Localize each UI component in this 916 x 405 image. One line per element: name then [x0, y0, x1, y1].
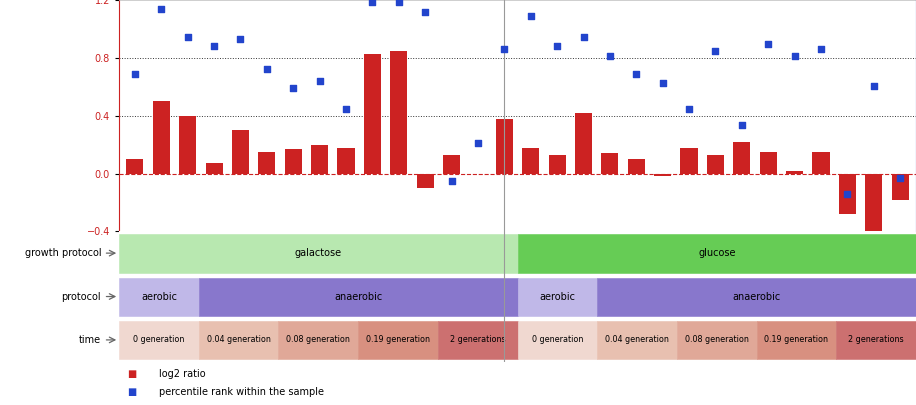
- Bar: [232, 130, 249, 174]
- Point: [339, 106, 354, 112]
- Point: [207, 43, 222, 49]
- Bar: [575, 113, 592, 174]
- Point: [286, 85, 300, 91]
- Bar: [358, 321, 438, 360]
- Bar: [337, 147, 354, 174]
- Text: 0.04 generation: 0.04 generation: [605, 335, 669, 344]
- Text: 0.04 generation: 0.04 generation: [207, 335, 270, 344]
- Point: [550, 43, 564, 49]
- Point: [629, 71, 644, 77]
- Bar: [364, 53, 381, 174]
- Bar: [839, 174, 856, 214]
- Bar: [518, 321, 597, 360]
- Text: 0 generation: 0 generation: [531, 335, 583, 344]
- Bar: [438, 321, 518, 360]
- Bar: [119, 278, 199, 316]
- Bar: [153, 101, 169, 174]
- Point: [365, 0, 380, 6]
- Point: [735, 122, 749, 128]
- Bar: [285, 149, 301, 174]
- Bar: [734, 142, 750, 174]
- Bar: [812, 152, 830, 174]
- Bar: [601, 153, 618, 174]
- Bar: [677, 321, 757, 360]
- Point: [867, 82, 881, 89]
- Text: 0.19 generation: 0.19 generation: [765, 335, 828, 344]
- Text: ■: ■: [127, 387, 136, 397]
- Point: [813, 45, 828, 52]
- Bar: [119, 234, 518, 273]
- Text: 0.19 generation: 0.19 generation: [366, 335, 430, 344]
- Bar: [311, 145, 328, 174]
- Point: [154, 6, 169, 13]
- Bar: [522, 147, 540, 174]
- Text: growth protocol: growth protocol: [25, 248, 101, 258]
- Bar: [891, 174, 909, 200]
- Point: [708, 48, 723, 54]
- Text: anaerobic: anaerobic: [334, 292, 382, 301]
- Bar: [759, 152, 777, 174]
- Text: percentile rank within the sample: percentile rank within the sample: [159, 387, 324, 397]
- Point: [180, 34, 195, 40]
- Text: time: time: [79, 335, 101, 345]
- Bar: [496, 119, 513, 174]
- Point: [471, 140, 485, 147]
- Point: [259, 66, 274, 72]
- Point: [787, 52, 802, 59]
- Point: [603, 52, 617, 59]
- Bar: [119, 321, 199, 360]
- Bar: [199, 278, 518, 316]
- Point: [312, 78, 327, 84]
- Bar: [518, 278, 597, 316]
- Bar: [180, 116, 196, 174]
- Bar: [836, 321, 916, 360]
- Bar: [205, 164, 223, 174]
- Bar: [786, 171, 803, 174]
- Text: protocol: protocol: [61, 292, 101, 301]
- Bar: [518, 234, 916, 273]
- Point: [444, 177, 459, 184]
- Bar: [278, 321, 358, 360]
- Point: [127, 71, 142, 77]
- Text: glucose: glucose: [698, 248, 736, 258]
- Point: [655, 80, 670, 87]
- Text: log2 ratio: log2 ratio: [159, 369, 205, 379]
- Bar: [597, 278, 916, 316]
- Bar: [390, 51, 408, 174]
- Text: 0.08 generation: 0.08 generation: [685, 335, 748, 344]
- Text: 2 generations: 2 generations: [450, 335, 506, 344]
- Bar: [654, 174, 671, 177]
- Text: aerobic: aerobic: [141, 292, 177, 301]
- Bar: [199, 321, 278, 360]
- Point: [418, 9, 432, 15]
- Point: [840, 191, 855, 198]
- Bar: [757, 321, 836, 360]
- Bar: [866, 174, 882, 253]
- Text: galactose: galactose: [295, 248, 342, 258]
- Point: [893, 175, 908, 181]
- Bar: [681, 147, 698, 174]
- Point: [497, 45, 512, 52]
- Bar: [258, 152, 276, 174]
- Point: [523, 13, 538, 19]
- Point: [761, 41, 776, 47]
- Text: aerobic: aerobic: [540, 292, 575, 301]
- Bar: [417, 174, 434, 188]
- Point: [391, 0, 406, 6]
- Bar: [707, 155, 724, 174]
- Text: 0 generation: 0 generation: [133, 335, 185, 344]
- Point: [576, 34, 591, 40]
- Bar: [443, 155, 460, 174]
- Point: [234, 36, 248, 43]
- Bar: [627, 159, 645, 174]
- Bar: [597, 321, 677, 360]
- Bar: [549, 155, 566, 174]
- Text: 0.08 generation: 0.08 generation: [287, 335, 350, 344]
- Text: anaerobic: anaerobic: [733, 292, 780, 301]
- Bar: [126, 159, 144, 174]
- Text: ■: ■: [127, 369, 136, 379]
- Text: 2 generations: 2 generations: [848, 335, 904, 344]
- Point: [682, 106, 696, 112]
